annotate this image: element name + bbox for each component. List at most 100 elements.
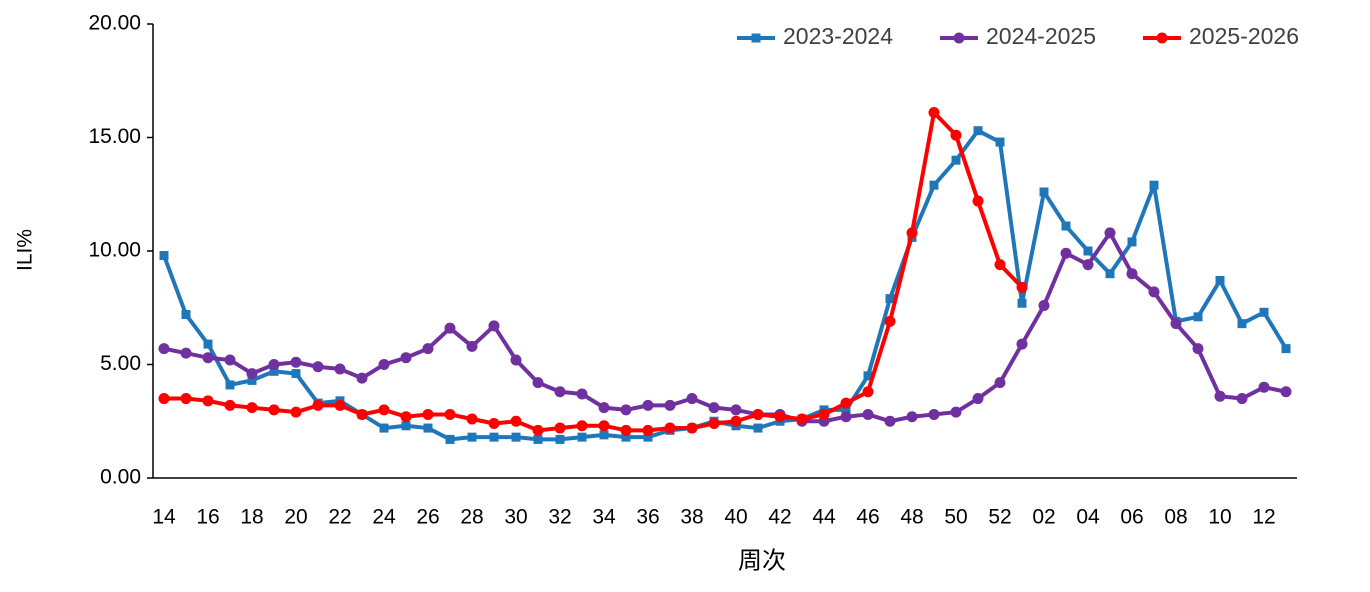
marker: [862, 386, 874, 398]
marker: [1237, 319, 1247, 329]
marker: [1017, 298, 1027, 308]
marker: [1105, 269, 1115, 279]
y-tick-label: 20.00: [88, 12, 141, 35]
marker: [466, 340, 478, 352]
marker: [576, 388, 588, 400]
marker: [423, 423, 433, 433]
marker: [928, 107, 940, 119]
marker: [642, 424, 654, 436]
marker: [884, 315, 896, 327]
marker: [511, 432, 521, 442]
marker: [268, 404, 280, 416]
x-tick-label: 10: [1208, 506, 1231, 529]
marker: [885, 294, 895, 304]
marker: [510, 415, 522, 427]
y-tick-label: 15.00: [88, 125, 141, 148]
marker: [400, 411, 412, 423]
marker: [972, 393, 984, 405]
marker: [401, 421, 411, 431]
marker: [466, 413, 478, 425]
x-tick-label: 46: [856, 506, 879, 529]
marker: [753, 423, 763, 433]
marker: [818, 408, 830, 420]
marker: [554, 422, 566, 434]
legend-label: 2023-2024: [783, 23, 893, 49]
marker: [268, 359, 280, 370]
marker: [379, 423, 389, 433]
marker: [1016, 338, 1028, 350]
marker: [774, 411, 786, 423]
marker: [533, 434, 543, 444]
marker: [730, 404, 742, 416]
marker: [752, 408, 764, 420]
marker: [555, 434, 565, 444]
marker: [598, 402, 610, 414]
marker: [378, 404, 390, 416]
x-tick-label: 48: [900, 506, 923, 529]
x-tick-label: 30: [504, 506, 527, 529]
x-tick-label: 04: [1076, 506, 1100, 529]
marker: [158, 343, 170, 355]
x-tick-label: 38: [680, 506, 703, 529]
marker: [246, 402, 258, 414]
marker: [290, 406, 302, 418]
marker: [247, 375, 257, 385]
marker: [312, 399, 324, 411]
marker: [1258, 381, 1270, 393]
marker: [951, 155, 961, 165]
x-tick-label: 02: [1032, 506, 1055, 529]
marker: [906, 227, 918, 239]
marker: [488, 320, 500, 332]
marker: [642, 399, 654, 411]
y-tick-label: 10.00: [88, 239, 141, 262]
legend-label: 2024-2025: [986, 23, 1096, 49]
marker: [708, 402, 720, 414]
marker: [158, 393, 170, 405]
marker: [422, 343, 434, 355]
x-tick-label: 34: [592, 506, 616, 529]
x-tick-label: 24: [372, 506, 396, 529]
marker: [840, 397, 852, 409]
marker: [1082, 259, 1094, 271]
marker: [1259, 307, 1269, 317]
marker: [664, 422, 676, 434]
marker: [532, 424, 544, 436]
x-tick-label: 50: [944, 506, 967, 529]
x-tick-label: 06: [1120, 506, 1143, 529]
marker: [1149, 180, 1159, 190]
series-line: [164, 110, 1024, 433]
marker: [180, 393, 192, 405]
marker: [445, 434, 455, 444]
marker: [730, 415, 742, 427]
marker: [224, 399, 236, 411]
marker: [488, 418, 500, 430]
marker: [1192, 343, 1204, 355]
marker: [489, 432, 499, 442]
x-tick-label: 52: [988, 506, 1011, 529]
marker: [841, 405, 851, 415]
marker: [532, 377, 544, 389]
marker: [1083, 246, 1093, 256]
marker: [995, 137, 1005, 147]
series-line: [162, 128, 1288, 442]
marker: [1038, 299, 1050, 311]
marker: [225, 380, 235, 390]
marker: [950, 406, 962, 418]
x-tick-label: 14: [152, 506, 176, 529]
x-tick-label: 36: [636, 506, 659, 529]
marker: [444, 408, 456, 420]
y-axis-title: ILI%: [14, 229, 37, 271]
marker: [620, 424, 632, 436]
marker: [863, 371, 873, 381]
marker: [598, 420, 610, 432]
marker: [840, 411, 852, 423]
marker: [1236, 393, 1248, 405]
marker: [686, 422, 698, 434]
marker: [1280, 386, 1292, 398]
legend-marker: [953, 32, 965, 44]
legend-marker: [751, 33, 761, 43]
marker: [444, 322, 456, 334]
x-tick-label: 12: [1252, 506, 1275, 529]
